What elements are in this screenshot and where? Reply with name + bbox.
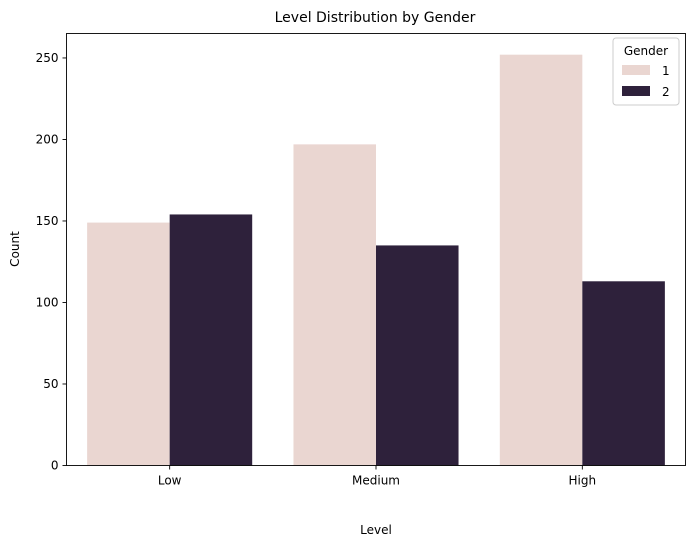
x-tick-label: Medium (352, 474, 400, 488)
y-tick-label: 200 (36, 132, 59, 146)
y-tick-label: 100 (36, 295, 59, 309)
chart-title: Level Distribution by Gender (275, 10, 476, 26)
bar-medium-series-1 (293, 144, 376, 466)
y-tick-label: 50 (43, 377, 58, 391)
y-tick-label: 150 (36, 214, 59, 228)
bar-low-series-2 (169, 214, 253, 466)
legend-label-1: 1 (662, 64, 670, 78)
x-axis-ticks: Low Medium High (158, 465, 597, 488)
y-axis-label: Count (8, 231, 22, 267)
y-tick-label: 0 (51, 459, 59, 473)
x-tick-label: Low (158, 474, 182, 488)
y-tick-label: 250 (36, 51, 59, 65)
bar-medium-series-2 (376, 245, 459, 466)
bars-group (87, 54, 665, 466)
plot-frame (66, 33, 686, 466)
legend-label-2: 2 (662, 85, 670, 99)
legend-title: Gender (624, 44, 668, 58)
legend-swatch-1 (622, 65, 650, 75)
legend: Gender 1 2 (612, 37, 680, 106)
bar-high-series-1 (499, 54, 583, 466)
x-tick-label: High (569, 474, 597, 488)
y-axis-ticks: 0 50 100 150 200 250 (36, 51, 67, 473)
bar-high-series-2 (582, 281, 665, 466)
x-axis-label: Level (360, 523, 392, 537)
bar-low-series-1 (87, 222, 170, 466)
legend-swatch-2 (622, 86, 650, 96)
